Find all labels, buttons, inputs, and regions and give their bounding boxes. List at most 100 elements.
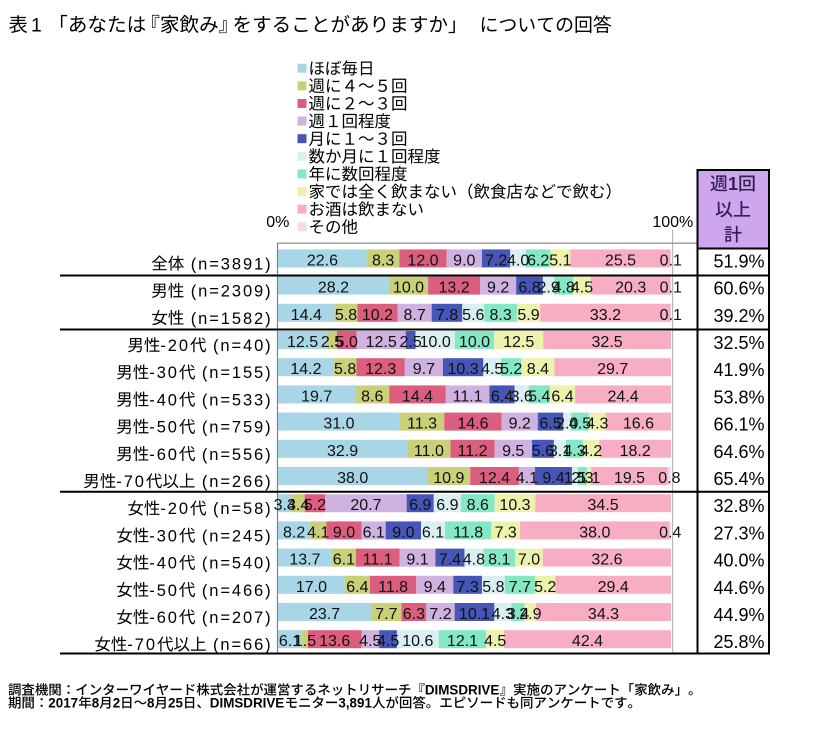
svg-text:41.9%: 41.9% bbox=[713, 360, 764, 380]
svg-text:4.2: 4.2 bbox=[580, 443, 602, 460]
svg-text:-20: -20 bbox=[160, 337, 190, 355]
svg-text:9.2: 9.2 bbox=[509, 416, 531, 433]
svg-text:8: 8 bbox=[147, 696, 155, 711]
svg-text:4.5: 4.5 bbox=[571, 280, 593, 297]
svg-text:0%: 0% bbox=[266, 214, 289, 231]
svg-text:12.3: 12.3 bbox=[365, 361, 396, 378]
svg-text:(n=2309): (n=2309) bbox=[184, 283, 272, 301]
svg-text:7.7: 7.7 bbox=[375, 606, 397, 623]
svg-text:4.1: 4.1 bbox=[307, 524, 329, 541]
svg-text:34.5: 34.5 bbox=[588, 497, 619, 514]
svg-text:32.5%: 32.5% bbox=[713, 333, 764, 353]
svg-text:16.6: 16.6 bbox=[623, 416, 654, 433]
svg-text:64.6%: 64.6% bbox=[713, 442, 764, 462]
svg-text:3.1: 3.1 bbox=[549, 443, 571, 460]
svg-text:18.2: 18.2 bbox=[620, 443, 651, 460]
svg-text:10.0: 10.0 bbox=[420, 334, 451, 351]
svg-text:19.7: 19.7 bbox=[301, 388, 332, 405]
svg-text:3.6: 3.6 bbox=[511, 388, 533, 405]
svg-text:7.2: 7.2 bbox=[485, 252, 507, 269]
svg-text:4.0: 4.0 bbox=[507, 252, 529, 269]
svg-text:9.0: 9.0 bbox=[333, 524, 355, 541]
svg-text:(n=245): (n=245) bbox=[195, 527, 272, 545]
svg-text:(n=40): (n=40) bbox=[207, 337, 273, 355]
svg-text:0.1: 0.1 bbox=[660, 252, 682, 269]
svg-text:8.6: 8.6 bbox=[467, 497, 489, 514]
svg-text:7.4: 7.4 bbox=[439, 552, 461, 569]
svg-text:12.5: 12.5 bbox=[287, 334, 318, 351]
svg-text:4.8: 4.8 bbox=[553, 280, 575, 297]
svg-text:34.3: 34.3 bbox=[588, 606, 619, 623]
svg-text:7.3: 7.3 bbox=[456, 579, 478, 596]
svg-text:2.5: 2.5 bbox=[321, 334, 343, 351]
svg-text:9.1: 9.1 bbox=[406, 552, 428, 569]
svg-text:-70: -70 bbox=[127, 636, 157, 654]
svg-text:5.2: 5.2 bbox=[534, 579, 556, 596]
svg-text:2.9: 2.9 bbox=[519, 606, 541, 623]
svg-text:66.1%: 66.1% bbox=[713, 415, 764, 435]
svg-text:32.5: 32.5 bbox=[592, 334, 623, 351]
svg-text:4.5: 4.5 bbox=[481, 361, 503, 378]
svg-text:3.4: 3.4 bbox=[507, 606, 529, 623]
svg-text:31.0: 31.0 bbox=[323, 416, 354, 433]
svg-text:40.0%: 40.0% bbox=[713, 551, 764, 571]
svg-text:0.1: 0.1 bbox=[660, 307, 682, 324]
svg-text:6.8: 6.8 bbox=[518, 280, 540, 297]
svg-text:10.2: 10.2 bbox=[362, 307, 393, 324]
svg-text:6.1: 6.1 bbox=[279, 633, 301, 650]
svg-text:10.9: 10.9 bbox=[433, 470, 464, 487]
svg-text:8.4: 8.4 bbox=[527, 361, 549, 378]
svg-text:44.6%: 44.6% bbox=[713, 578, 764, 598]
svg-text:11.0: 11.0 bbox=[414, 443, 444, 460]
svg-text:(n=540): (n=540) bbox=[195, 555, 272, 573]
svg-text:9.0: 9.0 bbox=[392, 524, 414, 541]
svg-text:8.2: 8.2 bbox=[283, 524, 305, 541]
svg-text:14.4: 14.4 bbox=[402, 388, 433, 405]
svg-text:20.7: 20.7 bbox=[350, 497, 381, 514]
svg-text:4.3: 4.3 bbox=[563, 443, 585, 460]
svg-text:25.8%: 25.8% bbox=[713, 632, 764, 652]
svg-text:6.5: 6.5 bbox=[539, 416, 561, 433]
svg-text:5.0: 5.0 bbox=[336, 334, 358, 351]
svg-text:12.5: 12.5 bbox=[366, 334, 397, 351]
svg-text:10.3: 10.3 bbox=[499, 497, 530, 514]
svg-text:19.5: 19.5 bbox=[614, 470, 645, 487]
svg-text:2017: 2017 bbox=[48, 696, 78, 711]
svg-text:8: 8 bbox=[92, 696, 100, 711]
svg-text:13.2: 13.2 bbox=[439, 280, 470, 297]
svg-text:-20: -20 bbox=[160, 500, 190, 518]
svg-text:9.7: 9.7 bbox=[413, 361, 435, 378]
svg-text:11.2: 11.2 bbox=[458, 443, 488, 460]
svg-text:7.2: 7.2 bbox=[429, 606, 451, 623]
svg-text:12.5: 12.5 bbox=[503, 334, 534, 351]
svg-text:9.5: 9.5 bbox=[502, 443, 524, 460]
svg-text:5.6: 5.6 bbox=[462, 307, 484, 324]
svg-text:2.9: 2.9 bbox=[537, 280, 559, 297]
svg-text:5.9: 5.9 bbox=[517, 307, 539, 324]
svg-text:60.6%: 60.6% bbox=[713, 279, 764, 299]
svg-text:5.1: 5.1 bbox=[549, 252, 571, 269]
svg-text:1.1: 1.1 bbox=[578, 470, 600, 487]
svg-text:-50: -50 bbox=[149, 582, 179, 600]
svg-text:-30: -30 bbox=[149, 364, 179, 382]
svg-text:5.8: 5.8 bbox=[335, 307, 357, 324]
svg-text:10.3: 10.3 bbox=[448, 361, 479, 378]
svg-text:-60: -60 bbox=[149, 609, 179, 627]
svg-text:14.4: 14.4 bbox=[291, 307, 322, 324]
svg-text:6.1: 6.1 bbox=[422, 524, 444, 541]
svg-text:14.2: 14.2 bbox=[290, 361, 321, 378]
svg-text:2.5: 2.5 bbox=[399, 334, 421, 351]
svg-text:2: 2 bbox=[113, 696, 120, 711]
svg-text:29.4: 29.4 bbox=[598, 579, 629, 596]
svg-text:22.6: 22.6 bbox=[307, 252, 338, 269]
svg-text:4.3: 4.3 bbox=[492, 606, 514, 623]
svg-text:27.3%: 27.3% bbox=[713, 523, 764, 543]
svg-text:6.4: 6.4 bbox=[346, 579, 368, 596]
svg-text:1.5: 1.5 bbox=[564, 470, 586, 487]
svg-text:24.4: 24.4 bbox=[608, 388, 639, 405]
svg-text:38.0: 38.0 bbox=[337, 470, 368, 487]
svg-text:8.3: 8.3 bbox=[489, 307, 511, 324]
svg-text:33.2: 33.2 bbox=[590, 307, 621, 324]
svg-text:13.6: 13.6 bbox=[319, 633, 350, 650]
svg-text:32.8%: 32.8% bbox=[713, 496, 764, 516]
